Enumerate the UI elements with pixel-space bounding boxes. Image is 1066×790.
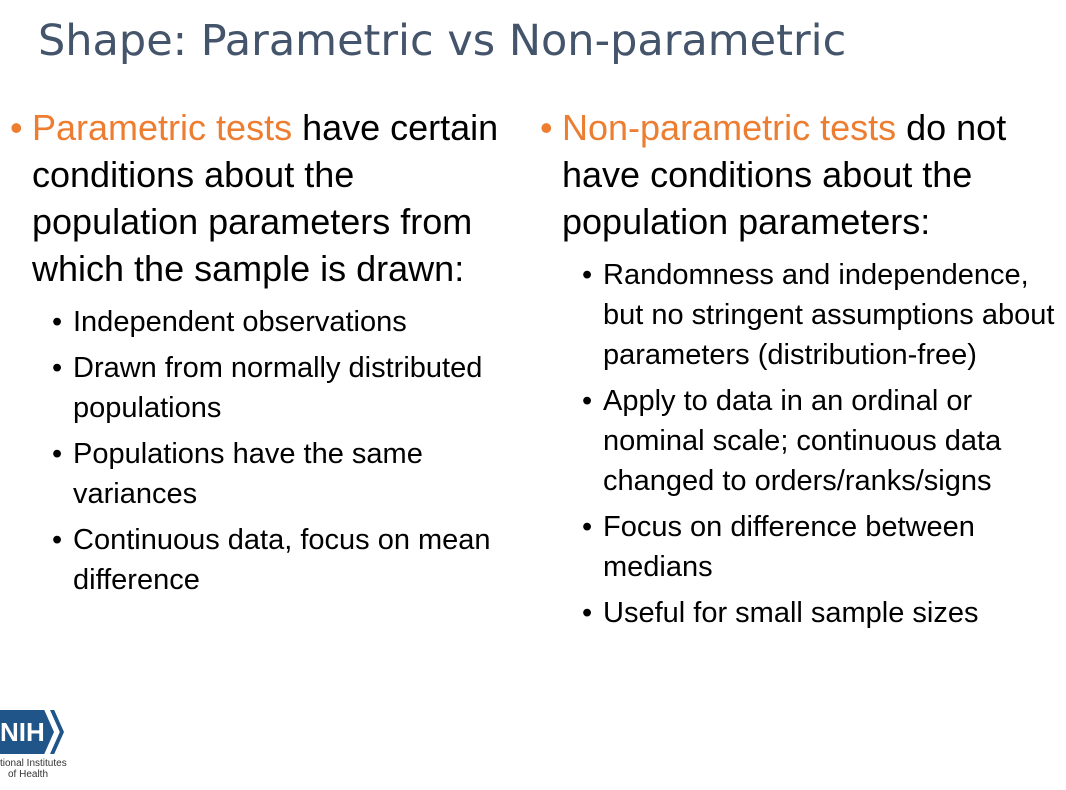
list-item: • Drawn from normally distributed populat… <box>52 348 510 428</box>
parametric-tests-highlight: Parametric tests <box>32 107 293 148</box>
list-item: • Continuous data, focus on mean differen… <box>52 520 510 600</box>
non-parametric-conditions-list: • Randomness and independence, but no str… <box>540 255 1060 633</box>
list-item: • Useful for small sample sizes <box>582 593 1060 633</box>
non-parametric-tests-highlight: Non-parametric tests <box>562 107 897 148</box>
non-parametric-column: • Non-parametric tests do not have condit… <box>540 104 1060 639</box>
bullet-marker: • <box>582 511 593 543</box>
slide-title: Shape: Parametric vs Non-parametric <box>38 16 847 66</box>
parametric-description: have certain conditions about the popula… <box>32 107 499 289</box>
list-item: • Independent observations <box>52 302 510 342</box>
nih-logo: NIH tional Institutes of Health <box>0 708 80 790</box>
non-parametric-description: do not have conditions about the populat… <box>562 107 1007 242</box>
bullet-marker: • <box>52 524 63 556</box>
list-item: • Randomness and independence, but no str… <box>582 255 1060 375</box>
bullet-marker: • <box>52 352 63 384</box>
non-parametric-main-bullet: • Non-parametric tests do not have condit… <box>540 104 1060 245</box>
nih-logo-caption: tional Institutes of Health <box>0 758 67 780</box>
bullet-marker: • <box>582 385 593 417</box>
bullet-marker: • <box>540 107 553 148</box>
list-item: • Focus on difference between medians <box>582 507 1060 587</box>
parametric-column: • Parametric tests have certain condition… <box>10 104 510 606</box>
bullet-marker: • <box>52 306 63 338</box>
parametric-conditions-list: • Independent observations • Drawn from no… <box>10 302 510 600</box>
bullet-marker: • <box>582 597 593 629</box>
bullet-marker: • <box>10 107 23 148</box>
list-item: • Populations have the same variances <box>52 434 510 514</box>
bullet-marker: • <box>582 259 593 291</box>
bullet-marker: • <box>52 438 63 470</box>
nih-logo-mark: NIH <box>0 710 54 754</box>
list-item: • Apply to data in an ordinal or nominal … <box>582 381 1060 501</box>
parametric-main-bullet: • Parametric tests have certain condition… <box>10 104 510 292</box>
